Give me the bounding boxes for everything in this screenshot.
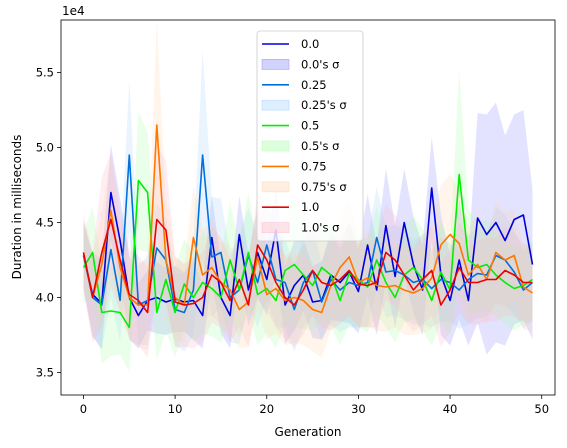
sigma-band-0 (83, 102, 533, 355)
legend-swatch-1 (261, 99, 290, 111)
legend-label-2: 0.5 (301, 119, 319, 133)
legend-label-0: 0.0 (301, 37, 319, 51)
plot-area (82, 20, 534, 373)
legend-band-label-0: 0.0's σ (301, 57, 339, 71)
legend-swatch-4 (261, 222, 290, 234)
plot-frame (60, 19, 556, 396)
x-tick-label: 10 (168, 402, 183, 416)
series-line-0 (82, 187, 534, 317)
y-tick-label: 5.5 (36, 66, 54, 80)
line-layer (82, 124, 534, 329)
y-axis-label: Duration in milliseconds (10, 135, 24, 280)
legend-label-1: 0.25 (301, 78, 327, 92)
sigma-band-2 (83, 69, 533, 373)
x-tick-label: 0 (80, 402, 87, 416)
x-tick-label: 50 (534, 402, 549, 416)
series-line-4 (82, 218, 533, 314)
y-tick-label: 4.0 (36, 291, 54, 305)
axes: 0 10 20 30 40 50 3.5 4.0 4.5 5.0 5.5 (36, 66, 549, 417)
sigma-band-3 (83, 20, 533, 358)
legend-band-label-4: 1.0's σ (301, 221, 339, 235)
y-tick-label: 3.5 (36, 366, 54, 380)
x-tick-label: 40 (443, 402, 458, 416)
x-tick-label: 30 (351, 402, 366, 416)
legend-swatch-0 (261, 59, 290, 70)
legend-label-4: 1.0 (301, 200, 319, 214)
y-tick-label: 5.0 (36, 141, 54, 155)
x-axis-label: Generation (275, 425, 342, 439)
legend-band-label-3: 0.75's σ (301, 180, 347, 194)
legend-swatch-3 (261, 181, 290, 193)
legend-box (256, 30, 364, 242)
series-line-3 (82, 124, 533, 314)
y-tick-label: 4.5 (36, 216, 54, 230)
y-offset-label: 1e4 (62, 4, 85, 18)
legend-swatch-2 (261, 140, 290, 152)
series-line-1 (82, 154, 534, 314)
x-tick-label: 20 (259, 402, 274, 416)
legend: 0.0 0.0's σ 0.25 0.25's σ 0.5 0.5's σ 0.75 0.75… (256, 30, 364, 242)
legend-band-label-2: 0.5's σ (301, 139, 339, 153)
legend-label-3: 0.75 (301, 159, 327, 173)
legend-band-label-1: 0.25's σ (301, 98, 347, 112)
